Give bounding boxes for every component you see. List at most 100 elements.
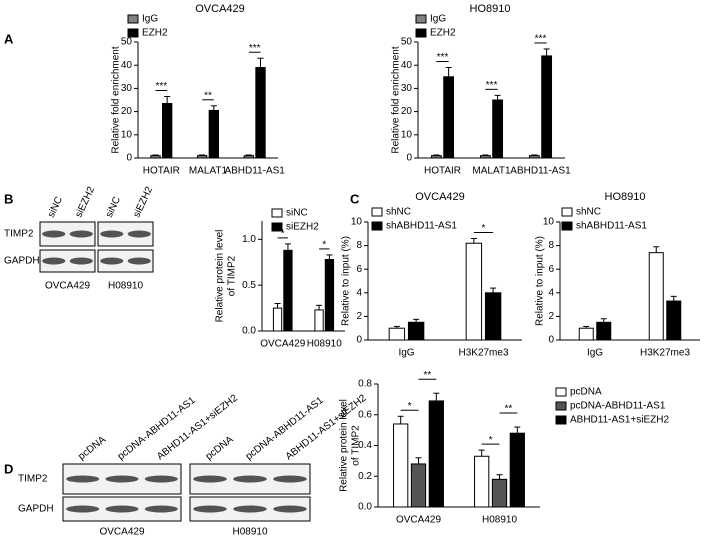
band xyxy=(42,257,66,265)
lane-label: pcDNA xyxy=(204,434,236,462)
bar xyxy=(393,423,409,508)
bar xyxy=(243,155,255,159)
legend-label: EZH2 xyxy=(142,28,168,39)
bar xyxy=(410,463,427,508)
blot-frame xyxy=(97,249,154,273)
y-tick-label: 4 xyxy=(356,287,362,298)
legend-swatch xyxy=(371,221,383,231)
y-tick-label: 2 xyxy=(356,311,362,322)
bar xyxy=(324,259,335,332)
significance-label: * xyxy=(322,240,326,251)
legend-label: IgG xyxy=(430,14,446,25)
y-tick-label: 0 xyxy=(356,335,362,346)
legend-swatch xyxy=(415,28,427,38)
y-tick-label: 10 xyxy=(401,129,413,140)
significance-label: ** xyxy=(424,370,432,381)
y-tick-label: 6 xyxy=(356,264,362,275)
band xyxy=(100,257,124,265)
y-tick-label: 50 xyxy=(401,37,413,48)
panel-label: D xyxy=(4,461,13,476)
y-tick-label: 30 xyxy=(401,83,413,94)
cell-line-label: OVCA429 xyxy=(99,527,144,538)
bar xyxy=(272,307,283,332)
y-tick-label: 8 xyxy=(356,240,362,251)
bar xyxy=(492,99,504,159)
panel-label: B xyxy=(4,191,13,206)
band xyxy=(127,230,151,238)
cell-line-label: H08910 xyxy=(108,281,143,292)
band xyxy=(69,257,93,265)
y-tick-label: 10 xyxy=(543,217,555,228)
lane-label: siNC xyxy=(46,195,65,219)
bar xyxy=(430,155,442,159)
x-tick-label: IgG xyxy=(587,348,603,359)
legend-swatch xyxy=(415,14,427,24)
legend-swatch xyxy=(127,14,139,24)
band xyxy=(66,475,100,483)
y-tick-label: 0.0 xyxy=(358,502,372,513)
significance-label: *** xyxy=(486,80,498,91)
bar xyxy=(150,155,161,159)
legend-swatch xyxy=(271,208,283,218)
legend-label: shNC xyxy=(576,207,601,218)
bar xyxy=(162,102,173,159)
bar xyxy=(648,252,664,341)
bar xyxy=(666,300,682,341)
bar xyxy=(509,432,525,508)
legend-label: siNC xyxy=(286,208,308,219)
y-tick-label: 2 xyxy=(548,311,554,322)
significance-label: * xyxy=(482,223,486,234)
band xyxy=(233,505,267,513)
y-tick-label: 20 xyxy=(121,106,133,117)
lane-label: siNC xyxy=(104,195,123,219)
x-tick-label: MALAT1 xyxy=(472,166,511,177)
blot-frame xyxy=(39,249,96,273)
band xyxy=(127,257,151,265)
row-label: TIMP2 xyxy=(4,229,34,240)
band xyxy=(69,230,93,238)
y-tick-label: 0.2 xyxy=(358,471,372,482)
y-tick-label: 8 xyxy=(548,240,554,251)
chart-title: OVCA429 xyxy=(195,3,245,15)
band xyxy=(273,505,307,513)
y-tick-label: 4 xyxy=(548,287,554,298)
band xyxy=(105,505,139,513)
band xyxy=(144,505,178,513)
legend-label: shNC xyxy=(386,207,411,218)
band xyxy=(233,475,267,483)
legend-swatch xyxy=(555,415,567,425)
lane-label: ABHD11-AS1+siEZH2 xyxy=(155,393,240,463)
x-tick-label: MALAT1 xyxy=(189,166,228,177)
y-tick-label: 6 xyxy=(548,264,554,275)
legend-swatch xyxy=(561,207,573,217)
legend-label: ABHD11-AS1+siEZH2 xyxy=(570,415,669,426)
significance-label: * xyxy=(281,229,285,240)
legend-label: IgG xyxy=(142,14,158,25)
bar xyxy=(474,455,490,508)
bar xyxy=(596,321,612,341)
band xyxy=(193,505,227,513)
x-tick-label: ABHD11-AS1 xyxy=(224,166,285,177)
bar xyxy=(283,249,293,332)
bar xyxy=(388,327,406,341)
chart-title: OVCA429 xyxy=(415,191,465,203)
significance-label: ** xyxy=(204,90,212,101)
significance-label: ** xyxy=(505,404,513,415)
chart-title: HO8910 xyxy=(605,191,646,203)
bar xyxy=(428,400,444,508)
chart-title: HO8910 xyxy=(470,3,511,15)
bar xyxy=(407,321,425,341)
lane-label: pcDNA xyxy=(76,434,108,462)
x-tick-label: H3K27me3 xyxy=(640,348,690,359)
y-tick-label: 20 xyxy=(401,106,413,117)
bar xyxy=(578,327,594,341)
x-tick-label: H08910 xyxy=(482,515,517,526)
y-axis-label: of TIMP2 xyxy=(351,425,362,466)
bar xyxy=(541,55,553,159)
significance-label: * xyxy=(489,435,493,446)
significance-label: *** xyxy=(437,52,449,63)
row-label: GAPDH xyxy=(4,256,40,267)
bar xyxy=(314,309,324,332)
lane-label: siEZH2 xyxy=(131,185,155,220)
